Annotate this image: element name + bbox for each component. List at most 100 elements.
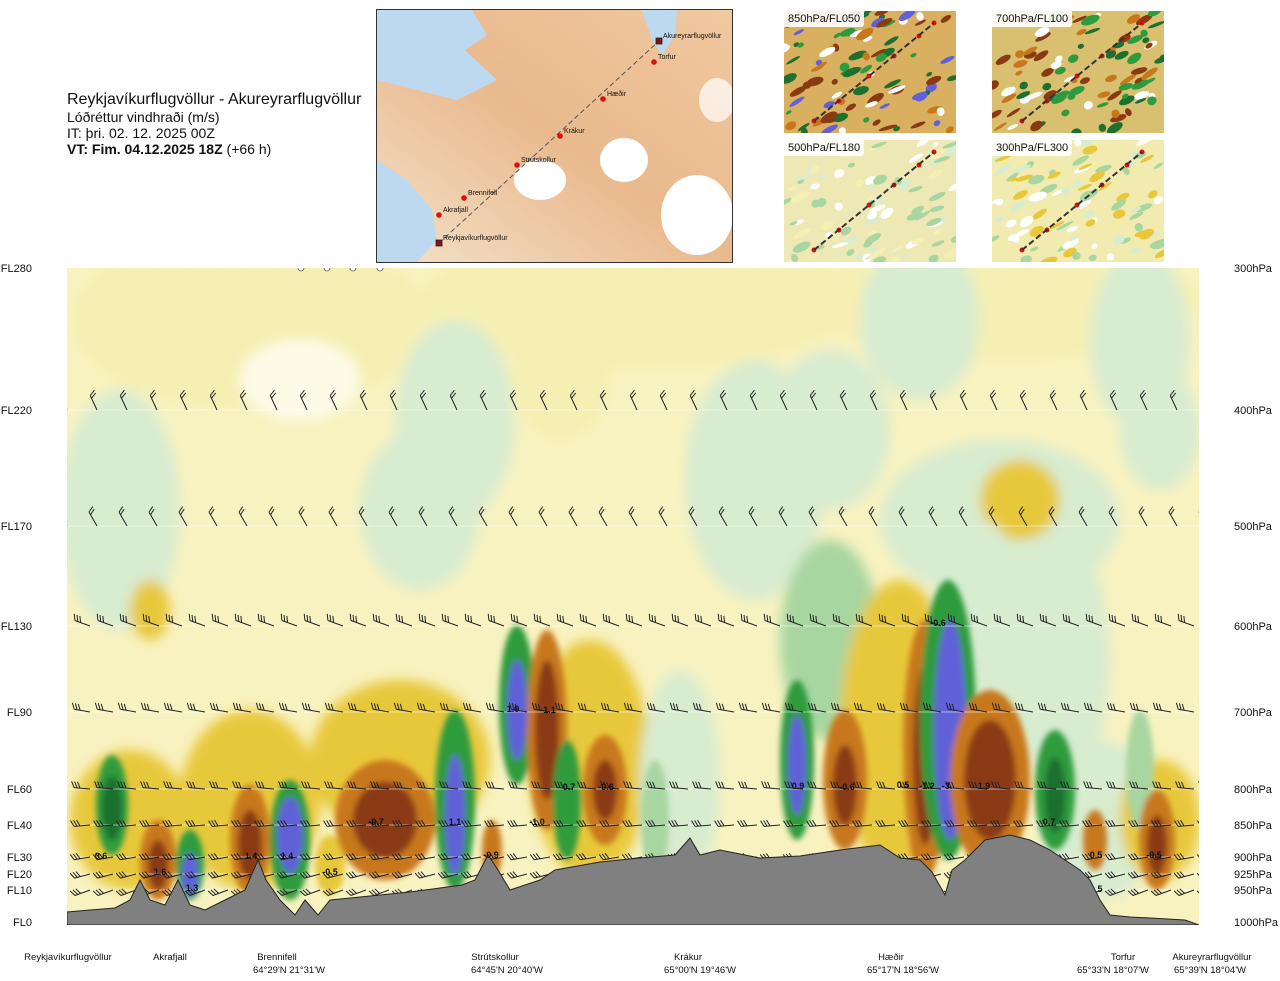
wind-field-area (770, 350, 890, 510)
waypoint-name: Strútskollur (471, 952, 519, 963)
wind-core (535, 660, 559, 800)
panel-texture (786, 55, 801, 65)
wind-barb (1139, 389, 1148, 411)
wind-core (788, 715, 806, 815)
wind-barb (71, 781, 91, 790)
wind-barb (878, 613, 896, 627)
value-label: 0.5 (897, 780, 910, 790)
wind-barb (69, 871, 91, 879)
panel-texture (1128, 150, 1140, 158)
wind-barb (1175, 702, 1195, 713)
panel-texture (1067, 54, 1079, 63)
panel-texture (809, 164, 820, 174)
panel-texture (811, 199, 821, 208)
panel-texture (928, 254, 939, 262)
panel-texture (993, 122, 1007, 131)
wind-barb (419, 389, 428, 411)
panel-texture (1016, 91, 1031, 100)
wind-barb (115, 888, 137, 896)
panel-texture (1114, 50, 1129, 60)
wind-core (833, 745, 857, 825)
wind-barb (93, 819, 114, 827)
panel-texture (1082, 145, 1098, 155)
panel-texture (789, 86, 807, 97)
wind-barb (437, 853, 459, 861)
panel-texture (1142, 37, 1150, 44)
cross-section-chart: FL280 FL220 FL170 FL130 FL90 FL60 FL40 FL30 FL20… (1, 260, 1279, 976)
wind-barb (437, 871, 459, 879)
wind-barb (464, 613, 482, 627)
wind-barb (1138, 506, 1148, 527)
wind-barb (232, 702, 252, 713)
wind-barb (691, 819, 712, 827)
wind-barb (990, 819, 1011, 827)
wind-barb (392, 819, 413, 827)
panel-texture (1107, 90, 1122, 101)
wind-core (353, 782, 417, 858)
wind-barb (1207, 260, 1219, 270)
wind-barb (646, 781, 666, 790)
panel-texture (863, 117, 870, 123)
panel-700-label: 700hPa/FL100 (992, 11, 1073, 27)
wind-barb (138, 853, 160, 861)
panel-texture (1130, 67, 1148, 75)
wind-barb (94, 702, 114, 713)
wind-barb (161, 853, 183, 861)
panel-texture (1089, 170, 1105, 183)
panel-texture (916, 12, 924, 21)
wind-barb (669, 702, 689, 713)
panel-texture (916, 140, 930, 147)
wind-barb (692, 781, 712, 790)
wind-barb (599, 389, 608, 411)
panel-texture (1074, 140, 1082, 147)
wind-barb (418, 506, 428, 527)
panel-texture (1153, 196, 1163, 205)
panel-texture (879, 103, 890, 109)
wind-barb (779, 389, 788, 411)
wind-barb (784, 781, 804, 790)
wind-field-area (510, 320, 610, 440)
map-point-label: Brennifell (468, 190, 498, 197)
wind-barb (1106, 702, 1126, 713)
wind-barb (602, 613, 620, 627)
wind-barb (92, 853, 114, 861)
wind-barb (598, 853, 620, 861)
panel-texture (862, 52, 870, 61)
wind-barb (1128, 819, 1149, 827)
flight-level-label: FL20 (7, 869, 32, 881)
wind-barb (1104, 871, 1126, 879)
panel-texture (849, 30, 863, 38)
waypoint-coord: 65°17'N 18°56'W (867, 965, 939, 976)
panel-texture (1079, 140, 1096, 146)
wind-barb (1059, 819, 1080, 827)
wind-barb (358, 506, 368, 527)
panel-texture (1009, 200, 1026, 213)
wind-barb (694, 613, 712, 627)
wind-barb (1168, 506, 1178, 527)
panel-texture (940, 55, 955, 64)
value-label: -0.6 (839, 782, 855, 792)
panel-texture (1149, 239, 1164, 249)
panel-texture (1134, 222, 1144, 232)
panel-texture (863, 240, 873, 248)
wind-barb (920, 853, 942, 861)
wind-barb (569, 389, 578, 411)
wind-barb (738, 702, 758, 713)
panel-texture (889, 256, 901, 262)
panel-texture (833, 32, 842, 39)
panel-texture (795, 173, 812, 181)
panel-texture (1147, 96, 1157, 106)
map-glacier-4 (699, 78, 732, 122)
wind-barb (1082, 819, 1103, 827)
wind-barb (162, 819, 183, 827)
panel-texture (831, 91, 843, 99)
wind-barb (89, 389, 98, 411)
panel-850-label: 850hPa/FL050 (784, 11, 865, 27)
wind-barb (1196, 854, 1199, 861)
panel-texture (1015, 174, 1033, 182)
wind-barb (945, 702, 965, 713)
panel-texture (994, 214, 1005, 223)
wind-barb (898, 506, 908, 527)
wind-barb (461, 819, 482, 827)
panel-texture (884, 36, 899, 46)
